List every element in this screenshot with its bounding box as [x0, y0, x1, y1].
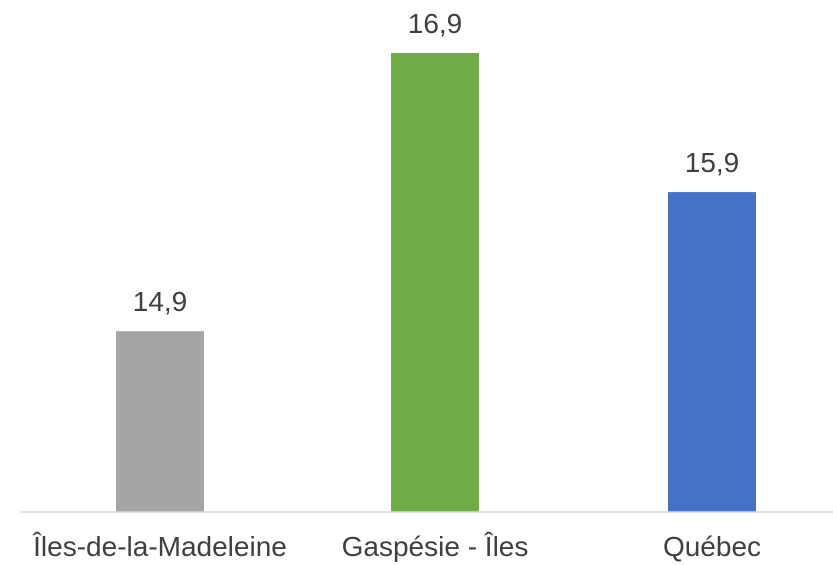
- category-labels-group: Îles-de-la-Madeleine Gaspésie - Îles Québe…: [32, 531, 761, 562]
- bar-value-label-3: 15,9: [685, 147, 740, 178]
- value-labels-group: 14,9 16,9 15,9: [133, 8, 740, 317]
- bar-2: [391, 53, 479, 512]
- bar-value-label-1: 14,9: [133, 286, 188, 317]
- bar-1: [116, 331, 204, 512]
- bar-value-label-2: 16,9: [408, 8, 463, 39]
- category-label-3: Québec: [663, 531, 761, 562]
- bar-3: [668, 192, 756, 512]
- bars-group: [116, 53, 756, 512]
- category-label-1: Îles-de-la-Madeleine: [32, 531, 287, 562]
- category-label-2: Gaspésie - Îles: [342, 531, 529, 562]
